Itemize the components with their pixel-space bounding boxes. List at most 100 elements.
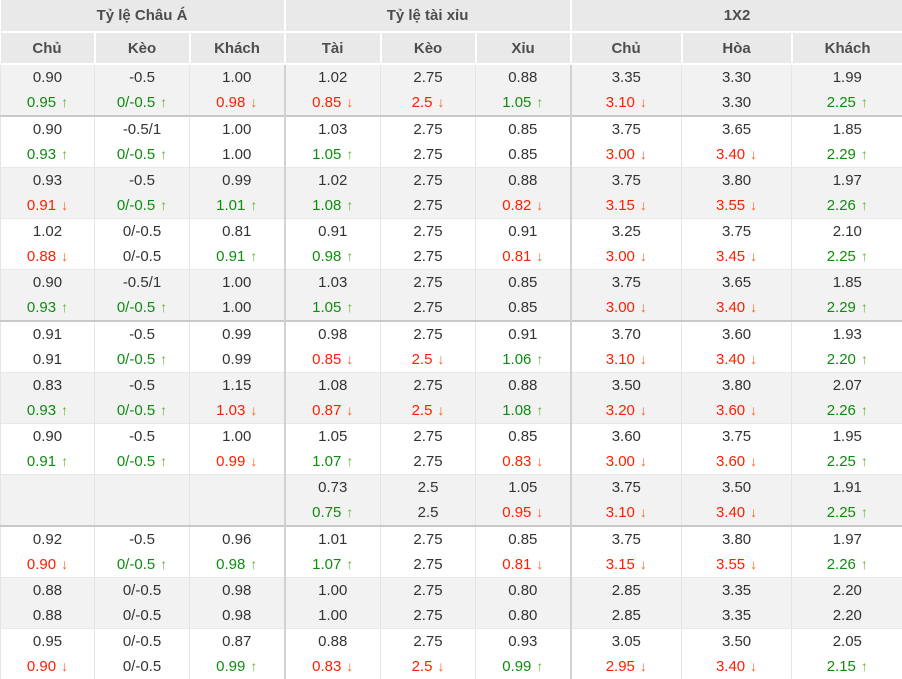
odds-value: 3.40: [716, 351, 745, 368]
arrow-down-icon: ↓: [437, 654, 444, 679]
odds-value-line: 1.00: [190, 295, 284, 320]
odds-value-line: 2.5↓: [381, 398, 475, 423]
arrow-down-icon: ↓: [346, 347, 353, 372]
odds-value: -0.5: [129, 531, 155, 548]
arrow-down-icon: ↓: [640, 552, 647, 577]
odds-value-line: 3.40↓: [682, 142, 791, 167]
arrow-down-icon: ↓: [750, 500, 757, 525]
odds-value-line: 0.91↑: [1, 449, 94, 474]
odds-value-line: 0.88: [476, 373, 570, 398]
odds-value-line: 2.85: [572, 603, 682, 628]
arrow-down-icon: ↓: [437, 398, 444, 423]
arrow-down-icon: ↓: [750, 193, 757, 218]
odds-value: 0/-0.5: [123, 633, 161, 650]
odds-value-line: 0.92: [1, 527, 94, 552]
odds-value: 3.75: [612, 479, 641, 496]
odds-value-line: 0.93↑: [1, 398, 94, 423]
arrow-up-icon: ↑: [536, 654, 543, 679]
odds-value: 0/-0.5: [123, 223, 161, 240]
odds-value: 0.87: [222, 633, 251, 650]
arrow-down-icon: ↓: [750, 295, 757, 320]
odds-value-line: 0.91: [476, 219, 570, 244]
odds-value: 0.99: [216, 658, 245, 675]
odds-value: 3.55: [716, 556, 745, 573]
odds-value: 3.75: [722, 223, 751, 240]
odds-value-line: 0.73: [286, 475, 381, 500]
odds-value: 0/-0.5: [117, 94, 155, 111]
arrow-down-icon: ↓: [346, 654, 353, 679]
arrow-up-icon: ↑: [861, 500, 868, 525]
col-header-ah-handicap: Kèo: [95, 32, 190, 64]
arrow-up-icon: ↑: [536, 90, 543, 115]
odds-value: -0.5: [129, 69, 155, 86]
odds-value-line: 3.50: [682, 629, 791, 654]
odds-value-line: 2.25↑: [792, 500, 902, 525]
odds-value: 0.82: [502, 197, 531, 214]
arrow-up-icon: ↑: [250, 193, 257, 218]
odds-value-line: 2.75: [381, 449, 475, 474]
odds-value-line: 2.26↑: [792, 552, 902, 577]
odds-value: 1.97: [833, 531, 862, 548]
odds-value: 1.95: [833, 428, 862, 445]
odds-value: 3.00: [606, 299, 635, 316]
odds-value: 2.5: [412, 658, 433, 675]
odds-value: 0.90: [33, 121, 62, 138]
group-header-over-under: Tỷ lệ tài xỉu: [285, 0, 571, 32]
arrow-down-icon: ↓: [640, 295, 647, 320]
odds-value: 2.75: [413, 121, 442, 138]
odds-value-line: 0/-0.5: [95, 244, 189, 269]
odds-value: 3.75: [722, 428, 751, 445]
arrow-down-icon: ↓: [640, 500, 647, 525]
arrow-down-icon: ↓: [536, 552, 543, 577]
odds-value-line: 1.02: [286, 168, 381, 193]
arrow-down-icon: ↓: [640, 244, 647, 269]
arrow-up-icon: ↑: [346, 295, 353, 320]
odds-value-line: 1.85: [792, 117, 902, 142]
odds-value-line: 1.03: [286, 117, 381, 142]
odds-value: 3.60: [722, 326, 751, 343]
odds-value: 0.90: [33, 274, 62, 291]
odds-value-line: 3.60↓: [682, 449, 791, 474]
odds-cell: [1, 475, 95, 527]
odds-value: 0.91: [33, 351, 62, 368]
odds-value-line: 0.85: [476, 270, 570, 295]
odds-value-line: 0.83↓: [286, 654, 381, 679]
odds-value: 2.75: [413, 453, 442, 470]
odds-value-line: 2.75: [381, 168, 475, 193]
odds-value-line: 0.91: [1, 322, 94, 347]
odds-value: 2.5: [418, 479, 439, 496]
odds-value: 3.00: [606, 146, 635, 163]
odds-value-line: 1.05↑: [476, 90, 570, 115]
arrow-up-icon: ↑: [61, 398, 68, 423]
odds-value: 3.60: [716, 402, 745, 419]
odds-value: 1.00: [222, 121, 251, 138]
odds-value: -0.5: [129, 172, 155, 189]
